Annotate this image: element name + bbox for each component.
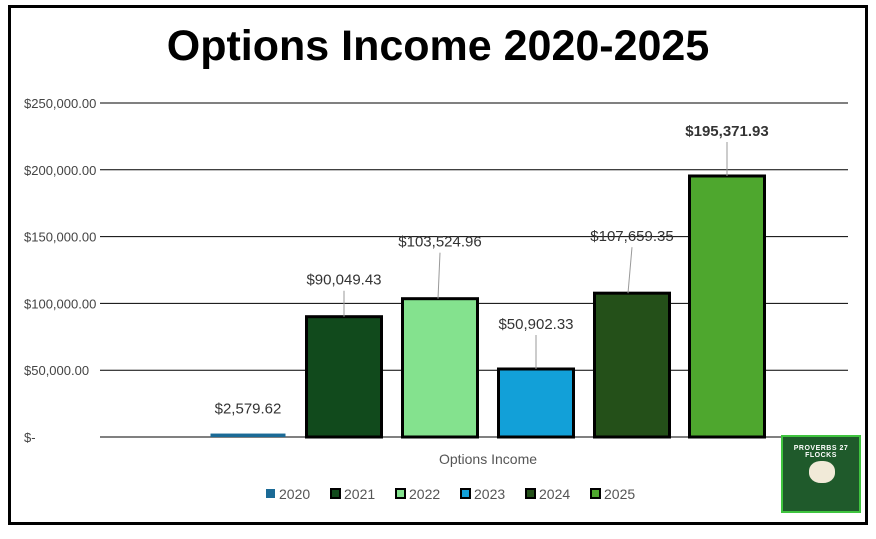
y-tick-label: $100,000.00 [24, 296, 96, 311]
y-tick-label: $50,000.00 [24, 363, 89, 378]
legend-swatch-2024 [525, 488, 536, 499]
x-axis-label: Options Income [439, 451, 537, 467]
legend-label-2025: 2025 [604, 486, 635, 502]
sheep-icon [809, 461, 835, 483]
leader-line [437, 252, 441, 299]
chart-title: Options Income 2020-2025 [166, 22, 710, 70]
y-tick-label: $250,000.00 [24, 96, 96, 111]
data-label-2021: $90,049.43 [306, 272, 381, 289]
legend-swatch-2022 [395, 488, 406, 499]
legend-label-2022: 2022 [409, 486, 440, 502]
chart-frame [8, 5, 868, 525]
bar-2023 [497, 367, 575, 439]
y-tick-label: $- [24, 430, 36, 445]
legend-swatch-2023 [460, 488, 471, 499]
logo-text: PROVERBS 27 FLOCKS [793, 445, 849, 459]
data-label-2020: $2,579.62 [215, 401, 282, 418]
bar-2024 [593, 291, 671, 439]
legend-swatch-2021 [330, 488, 341, 499]
legend-label-2023: 2023 [474, 486, 505, 502]
data-label-2022: $103,524.96 [398, 234, 481, 251]
data-label-2023: $50,902.33 [498, 316, 573, 333]
legend-swatch-2020 [266, 489, 275, 498]
bar-2022 [401, 297, 479, 439]
bar-2020 [210, 433, 286, 437]
bar-2025 [688, 174, 766, 439]
data-label-2025: $195,371.93 [685, 123, 768, 140]
data-label-2024: $107,659.35 [590, 228, 673, 245]
y-tick-label: $150,000.00 [24, 230, 96, 245]
legend-label-2021: 2021 [344, 486, 375, 502]
legend-label-2020: 2020 [279, 486, 310, 502]
leader-line [627, 247, 633, 294]
bar-2021 [305, 315, 383, 439]
y-tick-label: $200,000.00 [24, 163, 96, 178]
legend-swatch-2025 [590, 488, 601, 499]
proverbs-27-flocks-logo: PROVERBS 27 FLOCKS [781, 435, 861, 513]
legend-label-2024: 2024 [539, 486, 570, 502]
